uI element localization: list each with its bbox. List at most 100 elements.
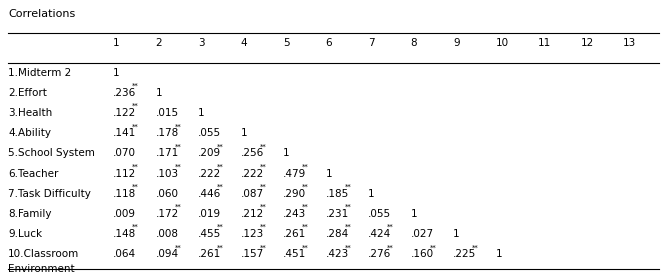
Text: **: **	[217, 184, 224, 190]
Text: **: **	[259, 164, 267, 170]
Text: 1: 1	[198, 108, 205, 118]
Text: 2.Effort: 2.Effort	[8, 88, 47, 98]
Text: .451: .451	[283, 249, 306, 259]
Text: **: **	[132, 103, 139, 109]
Text: **: **	[430, 244, 437, 250]
Text: 1.Midterm 2: 1.Midterm 2	[8, 68, 71, 78]
Text: 1: 1	[325, 169, 332, 179]
Text: .160: .160	[411, 249, 434, 259]
Text: .185: .185	[325, 189, 349, 199]
Text: **: **	[472, 244, 479, 250]
Text: **: **	[259, 184, 267, 190]
Text: 7.Task Difficulty: 7.Task Difficulty	[8, 189, 91, 199]
Text: .178: .178	[155, 128, 179, 138]
Text: **: **	[345, 204, 352, 210]
Text: **: **	[217, 164, 224, 170]
Text: .222: .222	[241, 169, 264, 179]
Text: 2: 2	[155, 38, 162, 48]
Text: **: **	[132, 123, 139, 129]
Text: 3: 3	[198, 38, 205, 48]
Text: **: **	[302, 164, 309, 170]
Text: .446: .446	[198, 189, 221, 199]
Text: .231: .231	[325, 209, 349, 219]
Text: **: **	[345, 244, 352, 250]
Text: .087: .087	[241, 189, 263, 199]
Text: 9: 9	[453, 38, 460, 48]
Text: .243: .243	[283, 209, 306, 219]
Text: **: **	[132, 83, 139, 89]
Text: .290: .290	[283, 189, 306, 199]
Text: **: **	[302, 204, 309, 210]
Text: **: **	[175, 144, 181, 150]
Text: .261: .261	[198, 249, 221, 259]
Text: **: **	[259, 224, 267, 230]
Text: 7: 7	[368, 38, 375, 48]
Text: .479: .479	[283, 169, 306, 179]
Text: **: **	[345, 184, 352, 190]
Text: .008: .008	[155, 229, 179, 239]
Text: 8.Family: 8.Family	[8, 209, 51, 219]
Text: 6.Teacher: 6.Teacher	[8, 169, 59, 179]
Text: 1: 1	[453, 229, 460, 239]
Text: 1: 1	[155, 88, 162, 98]
Text: **: **	[302, 244, 309, 250]
Text: .284: .284	[325, 229, 349, 239]
Text: Environment: Environment	[8, 264, 75, 273]
Text: .148: .148	[113, 229, 136, 239]
Text: .276: .276	[368, 249, 392, 259]
Text: .261: .261	[283, 229, 306, 239]
Text: **: **	[259, 244, 267, 250]
Text: .112: .112	[113, 169, 136, 179]
Text: .209: .209	[198, 149, 221, 158]
Text: **: **	[388, 244, 394, 250]
Text: **: **	[217, 224, 224, 230]
Text: .123: .123	[241, 229, 264, 239]
Text: 4.Ability: 4.Ability	[8, 128, 51, 138]
Text: 9.Luck: 9.Luck	[8, 229, 42, 239]
Text: **: **	[388, 224, 394, 230]
Text: 11: 11	[538, 38, 552, 48]
Text: .070: .070	[113, 149, 136, 158]
Text: .009: .009	[113, 209, 136, 219]
Text: **: **	[217, 144, 224, 150]
Text: 1: 1	[241, 128, 247, 138]
Text: .064: .064	[113, 249, 136, 259]
Text: .172: .172	[155, 209, 179, 219]
Text: 6: 6	[325, 38, 332, 48]
Text: **: **	[132, 164, 139, 170]
Text: .122: .122	[113, 108, 136, 118]
Text: 12: 12	[581, 38, 594, 48]
Text: **: **	[132, 224, 139, 230]
Text: **: **	[132, 184, 139, 190]
Text: .027: .027	[411, 229, 434, 239]
Text: 8: 8	[411, 38, 418, 48]
Text: 5.School System: 5.School System	[8, 149, 95, 158]
Text: **: **	[259, 204, 267, 210]
Text: .212: .212	[241, 209, 264, 219]
Text: .222: .222	[198, 169, 221, 179]
Text: 1: 1	[411, 209, 418, 219]
Text: **: **	[217, 244, 224, 250]
Text: **: **	[302, 224, 309, 230]
Text: .094: .094	[155, 249, 179, 259]
Text: .157: .157	[241, 249, 264, 259]
Text: .171: .171	[155, 149, 179, 158]
Text: **: **	[175, 123, 181, 129]
Text: **: **	[175, 164, 181, 170]
Text: **: **	[175, 204, 181, 210]
Text: 10.Classroom: 10.Classroom	[8, 249, 79, 259]
Text: 1: 1	[113, 38, 120, 48]
Text: .141: .141	[113, 128, 136, 138]
Text: 5: 5	[283, 38, 289, 48]
Text: 1: 1	[368, 189, 375, 199]
Text: **: **	[259, 144, 267, 150]
Text: 1: 1	[283, 149, 289, 158]
Text: **: **	[345, 224, 352, 230]
Text: .256: .256	[241, 149, 264, 158]
Text: 1: 1	[496, 249, 502, 259]
Text: **: **	[302, 184, 309, 190]
Text: 1: 1	[113, 68, 120, 78]
Text: .055: .055	[198, 128, 221, 138]
Text: .424: .424	[368, 229, 392, 239]
Text: 13: 13	[623, 38, 636, 48]
